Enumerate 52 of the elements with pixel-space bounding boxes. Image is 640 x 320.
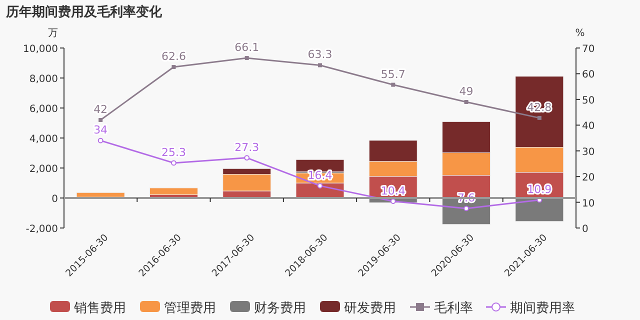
data-label: 25.3 — [161, 146, 186, 159]
legend-label: 研发费用 — [344, 301, 396, 316]
chart-title: 历年期间费用及毛利率变化 — [5, 4, 163, 20]
y-tick-label: 6,000 — [29, 104, 58, 115]
data-label: 62.6 — [161, 50, 186, 64]
point — [244, 155, 250, 160]
y2-tick-label: 10 — [582, 198, 595, 210]
point — [317, 183, 323, 189]
point — [537, 116, 542, 120]
data-label: 49 — [459, 85, 474, 98]
bar — [149, 188, 198, 195]
y2-tick-label: 70 — [582, 44, 595, 55]
point — [98, 138, 104, 144]
y2-tick-label: 20 — [582, 172, 595, 184]
legend-label: 财务费用 — [254, 301, 306, 316]
point — [244, 56, 249, 60]
point — [390, 198, 396, 204]
point — [171, 160, 176, 166]
point — [318, 63, 322, 68]
y2-axis-title: % — [575, 28, 585, 39]
point — [172, 65, 176, 70]
bar — [515, 198, 564, 222]
legend-label: 销售费用 — [73, 301, 126, 316]
y-tick-label: 2,000 — [29, 164, 58, 175]
point — [464, 100, 468, 104]
y-tick-label: 8,000 — [29, 74, 58, 85]
y-tick-label: 4,000 — [29, 134, 58, 145]
y-tick-label: 0 — [52, 194, 58, 205]
y-tick-label: -2,000 — [26, 224, 58, 235]
y2-tick-label: 30 — [582, 146, 595, 158]
legend-label: 毛利率 — [434, 300, 473, 316]
bar — [76, 192, 125, 198]
data-label: 34 — [94, 124, 108, 137]
y2-tick-label: 0 — [582, 224, 588, 235]
y-axis-title: 万 — [48, 28, 58, 39]
data-label: 63.3 — [308, 48, 332, 62]
data-label: 55.7 — [380, 68, 406, 81]
data-label: 10.4 — [380, 184, 406, 198]
y2-tick-label: 40 — [582, 121, 595, 132]
data-label: 66.1 — [234, 41, 260, 54]
data-label: 42 — [94, 103, 108, 116]
y-tick-label: 10,000 — [23, 44, 58, 55]
point — [98, 118, 103, 122]
data-label: 10.9 — [527, 182, 552, 196]
legend-label: 管理费用 — [164, 301, 216, 316]
point — [391, 82, 396, 87]
data-label: 42.8 — [527, 100, 552, 114]
y2-tick-label: 60 — [582, 70, 595, 81]
data-label: 27.3 — [234, 140, 260, 154]
y2-tick-label: 50 — [582, 95, 595, 106]
point — [464, 206, 469, 212]
legend-label: 期间费用率 — [510, 300, 575, 316]
